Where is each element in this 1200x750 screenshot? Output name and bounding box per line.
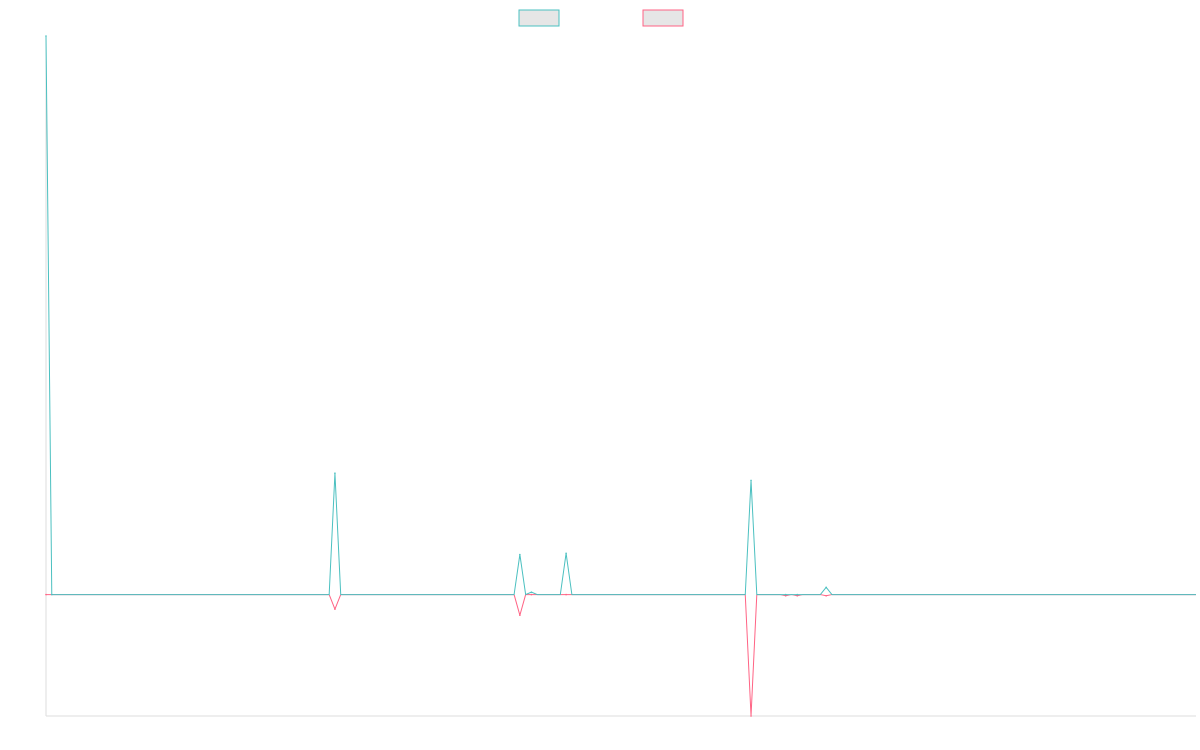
series-1-point	[530, 591, 533, 593]
series-1-point	[825, 586, 827, 589]
series-2-point	[519, 614, 521, 617]
series-line-1	[45, 35, 1196, 596]
axes	[45, 36, 1196, 717]
legend-item-2[interactable]	[642, 9, 684, 27]
legend-item-1[interactable]	[518, 9, 560, 27]
series-2-point	[825, 594, 827, 597]
legend[interactable]	[518, 9, 684, 27]
series-1-point	[50, 593, 53, 596]
legend-swatch-2[interactable]	[642, 9, 684, 27]
series-line-2	[46, 594, 1196, 717]
series-1-point	[334, 472, 336, 474]
series-1-point	[796, 593, 799, 596]
series-1-point	[784, 593, 787, 596]
series-1-point	[45, 35, 47, 37]
series-1-point	[519, 553, 521, 556]
series-1-point	[565, 552, 567, 555]
series-2-point	[530, 593, 533, 596]
series-2-point	[565, 593, 567, 596]
series-2-point	[45, 593, 47, 596]
series-layer	[45, 35, 1196, 717]
series-2-point	[784, 594, 787, 597]
series-1-point	[750, 479, 752, 482]
series-2-point	[750, 715, 752, 717]
series-2-point	[796, 594, 799, 597]
legend-swatch-1[interactable]	[518, 9, 560, 27]
series-2-point	[334, 608, 336, 610]
